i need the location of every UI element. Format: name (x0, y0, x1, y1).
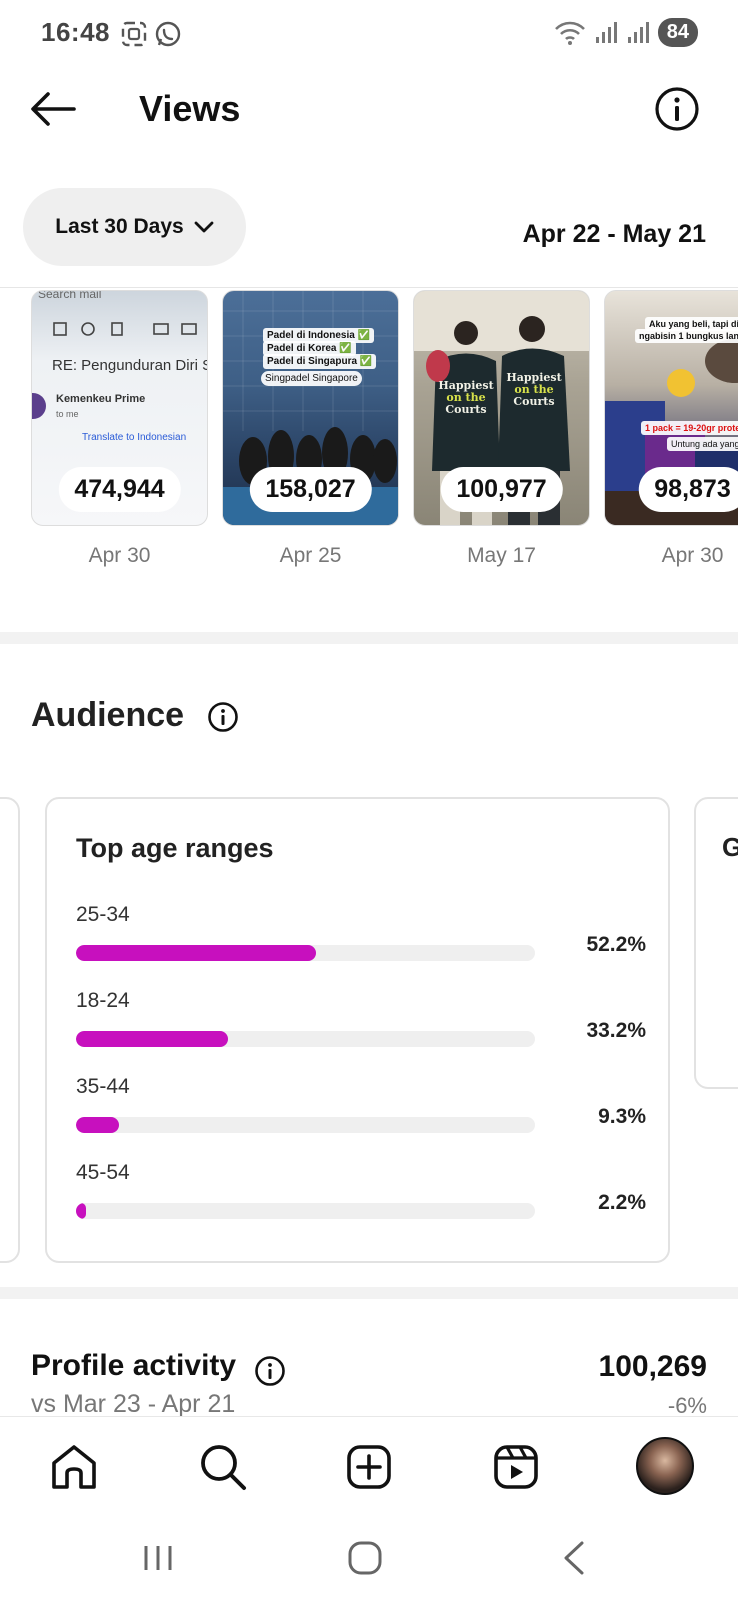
status-bar: 16:48 84 (0, 0, 738, 66)
filter-row: Last 30 Days Apr 22 - May 21 (0, 188, 738, 266)
bottom-nav (0, 1416, 738, 1520)
battery-indicator: 84 (657, 18, 698, 47)
thumbnail-view-count: 100,977 (440, 467, 563, 512)
thumb-overlay-text: Translate to Indonesian (82, 432, 187, 443)
content-thumbnail-2[interactable]: Padel di Indonesia ✅ Padel di Korea ✅ Pa… (222, 290, 399, 526)
back-arrow-icon[interactable] (28, 86, 78, 132)
profile-activity-value: 100,269 (598, 1350, 707, 1383)
age-range-row: 45-54 2.2% (76, 1161, 646, 1231)
thumb-overlay-text: ngabisin 1 bungkus langs (635, 329, 738, 343)
bar-fill (76, 1117, 119, 1133)
bar-fill (76, 945, 316, 961)
svg-text:Happiest: Happiest (506, 371, 562, 384)
recent-apps-icon[interactable] (138, 1538, 178, 1578)
page-title: Views (139, 88, 241, 129)
thumb-overlay-text: Padel di Singapura ✅ (263, 354, 377, 369)
bar-track (76, 945, 535, 961)
info-icon[interactable] (254, 1355, 286, 1387)
signal-icon (595, 21, 617, 43)
section-separator (0, 632, 738, 644)
svg-text:Courts: Courts (445, 403, 486, 416)
age-range-percent: 9.3% (598, 1105, 646, 1128)
thumb-overlay-text: Padel di Indonesia ✅ (263, 328, 375, 343)
info-icon[interactable] (654, 86, 700, 132)
content-thumbnail-4[interactable]: Aku yang beli, tapi dia ngabisin 1 bungk… (604, 290, 738, 526)
content-thumbnail-1[interactable]: Search mail RE: Pengunduran Diri S Kemen… (31, 290, 208, 526)
thumbnail-view-count: 158,027 (249, 467, 372, 512)
svg-text:Happiest: Happiest (438, 379, 494, 392)
audience-title: Audience (31, 696, 185, 734)
date-range-dropdown-label: Last 30 Days (55, 215, 184, 238)
mail-avatar (32, 393, 46, 419)
info-icon[interactable] (207, 701, 239, 733)
svg-text:on the: on the (446, 391, 485, 404)
profile-activity-compare: vs Mar 23 - Apr 21 (31, 1390, 236, 1418)
age-range-row: 35-44 9.3% (76, 1075, 646, 1145)
thumb-overlay-text: Kemenkeu Prime (56, 393, 146, 405)
thumb-overlay-text: 1 pack = 19-20gr protein = 1 (641, 421, 738, 435)
profile-activity-title: Profile activity (31, 1349, 237, 1382)
thumbnail-date: Apr 25 (279, 544, 342, 567)
wifi-icon (554, 21, 585, 45)
thumb-overlay-text: Search mail (38, 290, 102, 301)
chevron-down-icon (194, 221, 214, 233)
search-icon[interactable] (197, 1441, 249, 1493)
thumbnail-date: Apr 30 (661, 544, 724, 567)
bar-track (76, 1031, 535, 1047)
next-card-title-peek: G (722, 832, 738, 862)
thumb-overlay-text: Aku yang beli, tapi dia (645, 317, 738, 331)
create-icon[interactable] (343, 1441, 395, 1493)
thumb-overlay-text: Singpadel Singapore (261, 371, 362, 386)
profile-avatar[interactable] (636, 1437, 694, 1495)
status-system-icons: 84 (554, 18, 698, 47)
bar-track (76, 1203, 535, 1219)
top-age-ranges-card: Top age ranges 25-34 52.2% 18-24 33.2% 3… (45, 797, 670, 1263)
audience-card-next[interactable] (694, 797, 738, 1089)
age-range-label: 25-34 (76, 903, 130, 926)
system-nav-bar (0, 1520, 738, 1600)
screen-capture-icon (121, 21, 147, 47)
card-title: Top age ranges (76, 833, 274, 863)
content-thumbnail-3[interactable]: Happiest on the Courts Happiest on the C… (413, 290, 590, 526)
whatsapp-icon (155, 21, 181, 47)
date-range-dropdown[interactable]: Last 30 Days (23, 188, 246, 266)
section-separator (0, 1287, 738, 1299)
date-range-text: Apr 22 - May 21 (522, 220, 706, 248)
profile-activity-change: -6% (667, 1393, 707, 1418)
thumb-overlay-text: Untung ada yang ju (667, 437, 738, 451)
age-range-percent: 33.2% (586, 1019, 646, 1042)
mail-toolbar-icons (53, 322, 197, 336)
thumb-overlay-text: RE: Pengunduran Diri S (52, 357, 208, 374)
thumbnail-date: Apr 30 (88, 544, 151, 567)
back-chevron-icon[interactable] (555, 1538, 595, 1578)
age-range-row: 25-34 52.2% (76, 903, 646, 973)
status-notification-icons (120, 20, 182, 48)
audience-card-previous[interactable] (0, 797, 20, 1263)
age-range-percent: 52.2% (586, 933, 646, 956)
age-range-label: 45-54 (76, 1161, 130, 1184)
header: Views (0, 70, 738, 150)
thumb-overlay-text: to me (56, 409, 79, 419)
thumb-overlay-text: Padel di Korea ✅ (263, 341, 356, 356)
age-range-label: 18-24 (76, 989, 130, 1012)
svg-text:Courts: Courts (513, 395, 554, 408)
home-icon[interactable] (48, 1441, 100, 1493)
top-content-strip: Search mail RE: Pengunduran Diri S Kemen… (0, 288, 738, 578)
thumbnail-view-count: 98,873 (638, 467, 738, 512)
bar-fill (76, 1203, 87, 1219)
age-range-row: 18-24 33.2% (76, 989, 646, 1059)
age-range-label: 35-44 (76, 1075, 130, 1098)
age-range-percent: 2.2% (598, 1191, 646, 1214)
status-time: 16:48 (41, 17, 110, 47)
home-circle-icon[interactable] (345, 1538, 385, 1578)
bar-track (76, 1117, 535, 1133)
divider (0, 287, 738, 288)
reels-icon[interactable] (490, 1441, 542, 1493)
thumbnail-view-count: 474,944 (58, 467, 181, 512)
thumbnail-date: May 17 (467, 544, 536, 567)
signal-icon-2 (627, 21, 649, 43)
bar-fill (76, 1031, 229, 1047)
svg-text:on the: on the (514, 383, 553, 396)
